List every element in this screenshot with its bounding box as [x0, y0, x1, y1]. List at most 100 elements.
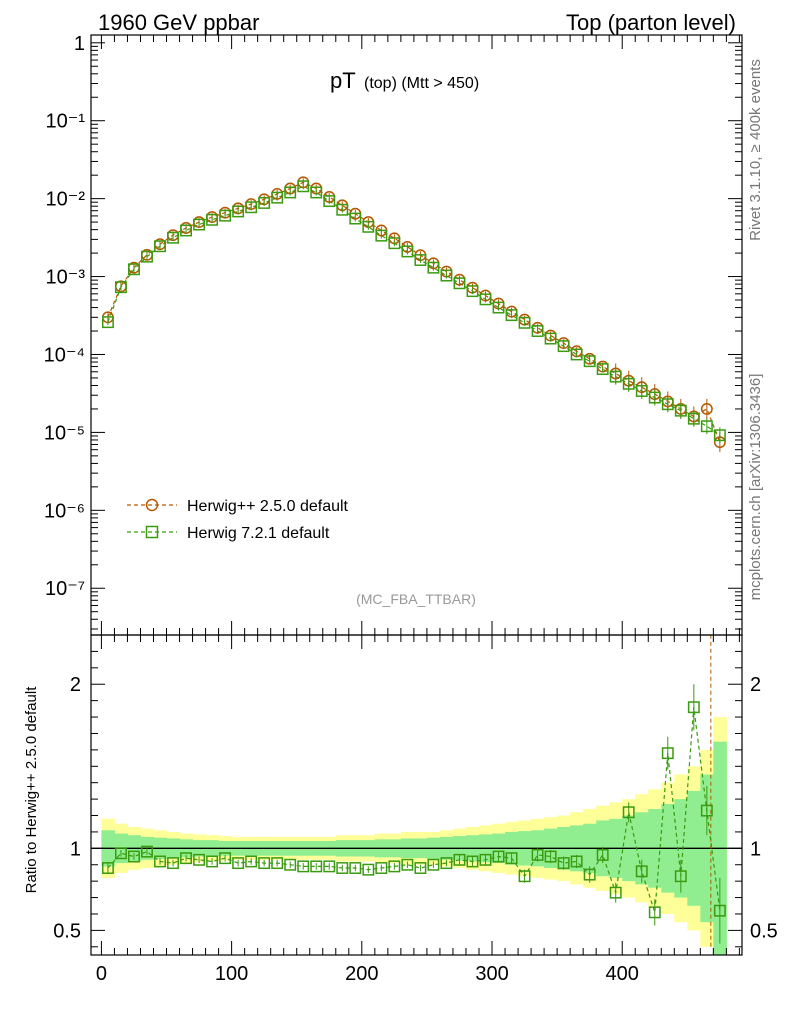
data-point-herwig72 — [232, 205, 245, 218]
ratio-point-herwig72 — [141, 845, 153, 858]
x-tick-labels: 0 100 200 300 400 — [96, 963, 639, 985]
data-point-herwig72 — [609, 370, 622, 383]
y-tick-label: 10⁻¹ — [46, 111, 86, 133]
ratio-y-tick-label-right: 1 — [750, 838, 761, 860]
ratio-point-herwig72 — [505, 852, 518, 865]
data-point-herwig72 — [310, 186, 323, 199]
ratio-y-tick-labels: 0.5 0.5 1 1 2 2 — [53, 674, 778, 942]
x-tick-label: 100 — [215, 963, 248, 985]
ratio-point-herwig72 — [596, 848, 609, 861]
ratio-point-herwig72 — [453, 853, 466, 866]
analysis-watermark: (MC_FBA_TTBAR) — [356, 591, 476, 607]
ratio-point-herwig72 — [544, 850, 557, 863]
ratio-point-herwig72 — [245, 855, 258, 868]
data-point-herwig72 — [167, 231, 179, 244]
data-point-herwig72 — [245, 201, 258, 214]
data-point-herwig72 — [622, 377, 635, 390]
legend-marker-herwig25 — [145, 498, 159, 512]
data-point-herwig72 — [492, 301, 505, 314]
data-point-herwig72 — [258, 197, 271, 209]
x-tick-label: 300 — [475, 963, 508, 985]
ratio-point-herwig72 — [518, 870, 531, 883]
ratio-y-tick-label-left: 1 — [70, 838, 81, 860]
ratio-point-herwig72 — [362, 863, 375, 876]
main-plot-ticks — [91, 35, 742, 635]
y-tick-label: 10⁻⁶ — [44, 500, 85, 522]
ratio-point-herwig72 — [336, 862, 349, 874]
data-point-herwig72 — [544, 332, 557, 345]
ratio-point-herwig72 — [310, 860, 323, 873]
ratio-point-herwig72 — [297, 860, 310, 873]
data-point-herwig72 — [635, 385, 648, 397]
data-point-herwig72 — [141, 250, 153, 263]
data-point-herwig72 — [206, 213, 219, 226]
rivet-version-label: Rivet 3.1.10, ≥ 400k events — [747, 59, 764, 241]
ratio-point-herwig72 — [583, 868, 596, 881]
data-point-herwig72 — [349, 212, 362, 225]
series-line-herwig72 — [107, 185, 721, 436]
main-distribution-panel: 1 10⁻¹ 10⁻² 10⁻³ 10⁻⁴ 10⁻⁵ 10⁻⁶ 10⁻⁷ pT (top) (… — [44, 33, 743, 636]
data-point-herwig72 — [466, 285, 479, 298]
data-point-herwig72 — [193, 218, 206, 231]
ratio-point-herwig72 — [635, 865, 648, 878]
y-tick-label: 1 — [74, 33, 85, 55]
ratio-point-herwig72 — [687, 701, 700, 714]
legend-label-herwig72: Herwig 7.2.1 default — [187, 525, 330, 542]
ratio-point-herwig72 — [700, 804, 713, 817]
ratio-plot-content — [91, 635, 742, 955]
ratio-point-herwig72 — [323, 860, 336, 873]
y-tick-label: 10⁻⁴ — [44, 344, 85, 366]
data-point-herwig72 — [687, 412, 700, 425]
ratio-y-tick-label-right: 0.5 — [750, 920, 778, 942]
main-plot-frame — [90, 34, 743, 636]
x-tick-label: 400 — [606, 963, 639, 985]
data-point-herwig72 — [336, 203, 349, 216]
data-point-herwig72 — [596, 363, 609, 376]
ratio-point-herwig72 — [531, 848, 544, 861]
ratio-point-herwig72 — [466, 855, 479, 868]
data-point-herwig72 — [362, 220, 375, 233]
ratio-point-herwig72 — [414, 862, 427, 874]
data-point-herwig72 — [388, 237, 401, 250]
ratio-point-herwig72 — [232, 857, 245, 870]
data-point-herwig72 — [180, 224, 192, 237]
data-point-herwig72 — [661, 398, 674, 411]
series-line-herwig25 — [107, 181, 721, 443]
legend-label-herwig25: Herwig++ 2.5.0 default — [187, 498, 349, 515]
ratio-point-herwig72 — [271, 857, 284, 870]
ratio-point-herwig72 — [479, 853, 492, 866]
y-tick-label: 10⁻⁷ — [45, 578, 85, 600]
main-y-tick-labels: 1 10⁻¹ 10⁻² 10⁻³ 10⁻⁴ 10⁻⁵ 10⁻⁶ 10⁻⁷ — [44, 33, 86, 600]
data-point-herwig72 — [297, 180, 310, 193]
data-point-herwig72 — [271, 191, 284, 204]
data-point-herwig72 — [583, 355, 596, 368]
ratio-point-herwig72 — [258, 857, 271, 870]
ratio-point-herwig72 — [401, 858, 414, 871]
data-point-herwig72 — [128, 263, 140, 276]
x-tick-label: 200 — [345, 963, 378, 985]
data-point-herwig72 — [401, 245, 414, 258]
data-point-herwig72 — [414, 254, 427, 266]
ratio-y-axis-label: Ratio to Herwig++ 2.5.0 default — [23, 686, 40, 894]
legend-marker-herwig72 — [145, 525, 159, 539]
ratio-point-herwig72 — [206, 855, 219, 868]
ratio-y-tick-label-left: 2 — [70, 674, 81, 696]
y-tick-label: 10⁻³ — [46, 267, 86, 289]
data-point-herwig72 — [284, 186, 297, 199]
ratio-point-herwig72 — [167, 857, 179, 870]
data-point-herwig72 — [219, 209, 232, 222]
ratio-point-herwig72 — [661, 747, 674, 760]
ratio-point-herwig72 — [114, 847, 127, 860]
plot-title-main: pT — [330, 68, 356, 93]
data-point-herwig72 — [479, 293, 492, 306]
ratio-point-herwig72 — [101, 862, 114, 874]
ratio-point-herwig72 — [349, 862, 362, 874]
ratio-point-herwig72 — [180, 852, 192, 865]
ratio-point-herwig72 — [648, 906, 661, 919]
legend: Herwig++ 2.5.0 default Herwig 7.2.1 defa… — [127, 498, 349, 542]
data-point-herwig72 — [505, 309, 518, 322]
header-energy-label: 1960 GeV ppbar — [98, 10, 259, 35]
ratio-point-herwig72 — [713, 904, 726, 917]
ratio-point-herwig72 — [492, 850, 505, 863]
